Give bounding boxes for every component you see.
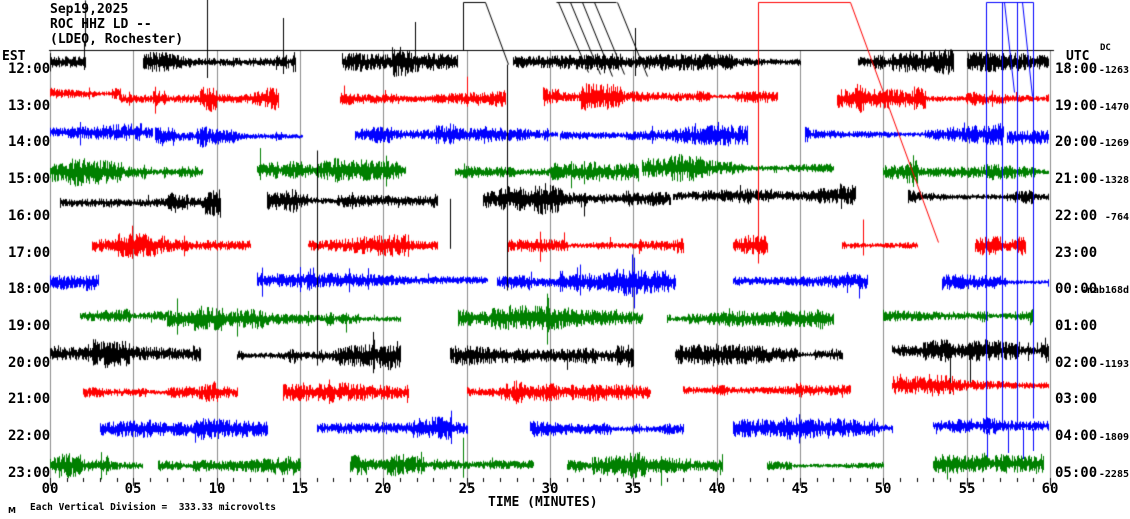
- header-location: (LDEO, Rochester): [50, 32, 184, 47]
- utc-label: 18:00: [1055, 61, 1098, 77]
- utc-label: 03:00: [1055, 391, 1098, 408]
- x-tick-label: 55: [958, 481, 976, 497]
- est-label: 12:00: [8, 61, 51, 77]
- dc-value: -764: [1104, 211, 1129, 223]
- utc-label: 05:00: [1055, 464, 1098, 481]
- utc-label: 04:00: [1055, 428, 1098, 444]
- utc-label: 01:00: [1055, 317, 1098, 334]
- x-tick-label: 05: [124, 481, 142, 497]
- utc-label: 02:00: [1055, 354, 1098, 371]
- est-label: 22:00: [8, 428, 51, 444]
- header-date: Sep19,2025: [50, 2, 129, 17]
- utc-label: 23:00: [1055, 244, 1098, 261]
- dc-value: -2285: [1098, 468, 1129, 480]
- utc-label: 19:00: [1055, 97, 1098, 114]
- est-label: 20:00: [8, 354, 51, 371]
- est-label: 17:00: [8, 244, 51, 261]
- est-label: 14:00: [8, 134, 51, 151]
- x-tick-label: 45: [791, 481, 809, 497]
- x-tick-label: 10: [208, 481, 226, 497]
- x-axis-title: TIME (MINUTES): [488, 495, 598, 510]
- right-axis-title: UTC: [1066, 49, 1090, 64]
- est-label: 23:00: [8, 464, 51, 481]
- utc-label: 00:00: [1055, 281, 1098, 298]
- est-label: 13:00: [8, 97, 51, 114]
- x-tick-label: 60: [1041, 481, 1059, 497]
- scale-note: Each Vertical Division = 333.33 microvol…: [30, 502, 276, 513]
- corner-logo-glyph: M: [8, 506, 16, 515]
- x-tick-label: 40: [708, 481, 726, 497]
- header-station: ROC HHZ LD --: [50, 17, 152, 32]
- dc-value: -1328: [1098, 175, 1129, 187]
- x-tick-label: 00: [41, 481, 59, 497]
- x-tick-label: 35: [624, 481, 642, 497]
- x-tick-label: 30: [541, 481, 559, 497]
- dc-column-header: DC: [1100, 43, 1111, 53]
- x-tick-label: 20: [374, 481, 392, 497]
- utc-label: 21:00: [1055, 171, 1098, 188]
- utc-label: 22:00: [1055, 207, 1098, 224]
- est-label: 16:00: [8, 207, 51, 224]
- est-label: 19:00: [8, 317, 51, 334]
- x-tick-label: 50: [874, 481, 892, 497]
- dc-value: -1809: [1098, 432, 1129, 443]
- est-label: 21:00: [8, 391, 51, 408]
- est-label: 18:00: [8, 281, 51, 298]
- left-axis-title: EST: [2, 49, 26, 64]
- est-label: 15:00: [8, 171, 51, 188]
- dc-value: -1470: [1098, 101, 1129, 113]
- x-tick-label: 15: [291, 481, 309, 497]
- dc-value: -1263: [1098, 65, 1129, 76]
- dc-value: -nab168d: [1080, 285, 1129, 297]
- dc-value: -1269: [1098, 138, 1129, 150]
- dc-value: -1193: [1098, 358, 1129, 370]
- x-tick-label: 25: [458, 481, 476, 497]
- utc-label: 20:00: [1055, 134, 1098, 151]
